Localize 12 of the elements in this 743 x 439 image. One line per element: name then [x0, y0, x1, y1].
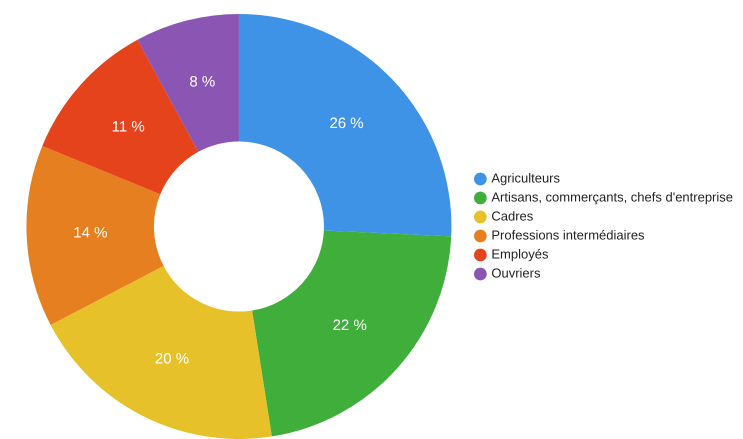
data-label: 22 % — [332, 316, 367, 334]
data-label: 11 % — [112, 118, 145, 136]
legend-label: Agriculteurs — [491, 170, 561, 186]
legend-label: Artisans, commerçants, chefs d'entreprise — [491, 190, 734, 205]
legend-label: Employés — [491, 246, 549, 262]
data-label: 26 % — [329, 114, 364, 132]
legend-label: Ouvriers — [491, 266, 541, 281]
legend-label: Cadres — [491, 208, 534, 224]
data-label: 8 % — [189, 73, 216, 90]
legend-label: Professions intermédiaires — [491, 228, 646, 243]
data-label: 20 % — [154, 350, 190, 368]
data-label: 14 % — [73, 224, 108, 242]
